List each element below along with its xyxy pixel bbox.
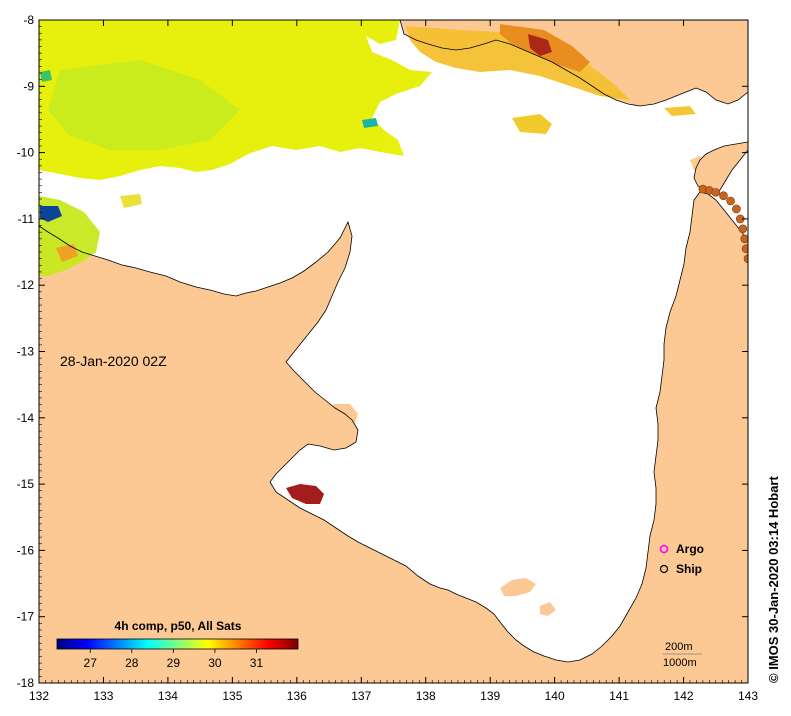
sst-patches xyxy=(39,20,696,504)
ship-track-point xyxy=(719,191,728,200)
coast-ng xyxy=(399,20,748,107)
sst-patch-mid-yellow xyxy=(512,114,552,134)
land-groote-island xyxy=(322,404,358,432)
ship-track-point xyxy=(741,244,748,254)
lon-tick-label: 143 xyxy=(738,689,758,703)
colorbar-tick-label: 29 xyxy=(167,656,181,670)
colorbar: 4h comp, p50, All Sats 27 28 29 30 31 xyxy=(56,619,299,670)
legend-ship-label: Ship xyxy=(676,562,702,576)
lon-tick-label: 141 xyxy=(609,689,629,703)
lat-tick-label: -8 xyxy=(23,13,34,27)
land-mornington-island xyxy=(500,578,536,596)
longitude-axis: 132 133 134 135 136 137 138 139 140 141 142 143 xyxy=(29,20,758,703)
lat-tick-label: -9 xyxy=(23,79,34,93)
legend-argo-label: Argo xyxy=(676,542,704,556)
colorbar-tick-label: 28 xyxy=(125,656,139,670)
lon-tick-label: 136 xyxy=(287,689,307,703)
coast-cape-york-top xyxy=(693,141,748,195)
colorbar-tick-label: 31 xyxy=(250,656,264,670)
land-torres-island xyxy=(690,156,706,170)
coast-nt xyxy=(39,191,748,663)
colorbar-title: 4h comp, p50, All Sats xyxy=(115,619,242,633)
sst-patch-north-east xyxy=(406,26,630,100)
lat-tick-label: -11 xyxy=(18,212,35,226)
isobath-200-label: 200m xyxy=(665,641,693,653)
lon-tick-label: 132 xyxy=(29,689,49,703)
sst-patch-cyan-1 xyxy=(362,118,378,128)
lon-tick-label: 137 xyxy=(351,689,371,703)
ship-marker-icon xyxy=(659,564,669,574)
ship-track-point xyxy=(738,224,748,234)
lat-tick-label: -18 xyxy=(17,676,35,690)
date-label: 28-Jan-2020 02Z xyxy=(60,353,167,369)
lat-tick-label: -12 xyxy=(17,278,35,292)
lat-tick-label: -16 xyxy=(17,543,35,557)
lon-tick-label: 134 xyxy=(158,689,178,703)
lat-tick-label: -17 xyxy=(17,610,35,624)
lon-tick-label: 133 xyxy=(93,689,113,703)
coastline xyxy=(39,20,748,663)
ship-track-point xyxy=(711,188,721,197)
isobath-legend: 200m 1000m xyxy=(663,641,702,669)
lon-tick-label: 135 xyxy=(222,689,242,703)
colorbar-tick-label: 27 xyxy=(84,656,98,670)
lat-tick-label: -10 xyxy=(17,146,35,160)
ship-track xyxy=(698,184,748,263)
sst-patch-north-yellowgreen xyxy=(48,60,240,150)
lon-tick-label: 138 xyxy=(416,689,436,703)
latitude-axis: -8 -9 -10 -11 -12 -13 -14 -15 -16 -17 -18 xyxy=(17,13,748,690)
ship-track-point xyxy=(732,204,741,214)
lon-tick-label: 139 xyxy=(480,689,500,703)
isobath-1000-label: 1000m xyxy=(663,657,697,669)
sst-patch-green-2 xyxy=(40,70,52,82)
land-wellesley-island xyxy=(540,602,556,616)
colorbar-ticks: 27 28 29 30 31 xyxy=(84,649,264,670)
argo-marker-icon xyxy=(659,544,669,554)
ship-track-point xyxy=(743,254,748,263)
sst-patch-darkred-ng xyxy=(528,34,552,56)
ship-track-point xyxy=(740,234,748,244)
colorbar-bar xyxy=(56,638,299,650)
sst-patch-east-yellow xyxy=(664,106,696,116)
sst-patch-small-yellow xyxy=(120,194,142,208)
lat-tick-label: -14 xyxy=(17,411,35,425)
sst-patch-darkred-gulf xyxy=(286,484,324,504)
sst-patch-west-orange xyxy=(56,244,78,262)
legend: Argo Ship xyxy=(659,542,704,576)
lon-tick-label: 142 xyxy=(674,689,694,703)
lat-tick-label: -15 xyxy=(17,477,35,491)
credit-label: © IMOS 30-Jan-2020 03:14 Hobart xyxy=(766,476,781,683)
colorbar-tick-label: 30 xyxy=(208,656,222,670)
land-northern-territory xyxy=(39,192,748,683)
ship-track-point xyxy=(726,196,735,206)
map-area xyxy=(39,20,748,683)
land-cape-york xyxy=(694,142,748,194)
lon-tick-label: 140 xyxy=(545,689,565,703)
sst-patch-west-blue xyxy=(40,206,62,222)
lat-tick-label: -13 xyxy=(17,345,35,359)
